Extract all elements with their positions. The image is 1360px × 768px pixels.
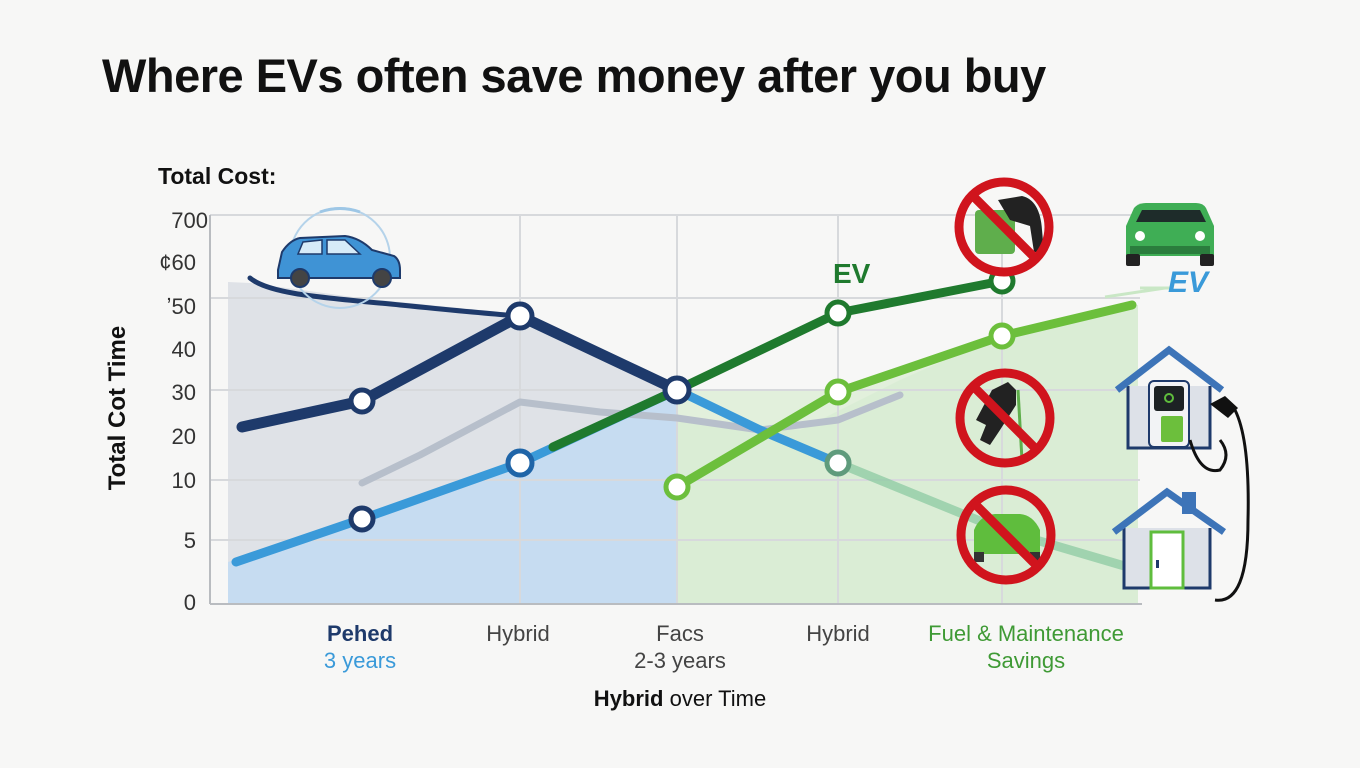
y-tick: ʼ50 xyxy=(166,294,196,319)
y-tick: 700 xyxy=(171,208,208,233)
house-charger-icon xyxy=(1114,345,1250,602)
ev-annotation-blue: EV xyxy=(1168,266,1209,299)
gas-total-line xyxy=(236,310,683,433)
y-tick: 10 xyxy=(171,468,196,493)
x-axis-title: Hybrid over Time xyxy=(593,686,767,711)
ev-light-line xyxy=(672,300,1137,492)
blue-car-icon xyxy=(277,207,401,309)
no-fuel-pump-icon xyxy=(954,177,1054,277)
page-title: Where EVs often save money after you buy xyxy=(102,49,1046,102)
y-tick: 40 xyxy=(171,337,196,362)
x-label-3: Facs 2-3 years xyxy=(634,621,726,673)
x-label-2: Hybrid xyxy=(486,621,550,646)
house-icon xyxy=(1111,487,1227,590)
green-ev-car-icon xyxy=(1104,203,1214,299)
x-label-5: Fuel & Maintenance Savings xyxy=(928,621,1124,673)
ev-dark-line xyxy=(548,276,1007,452)
hybrid-gray-line xyxy=(358,391,904,487)
ev-annotation-green: EV xyxy=(833,258,871,289)
x-label-4: Hybrid xyxy=(806,621,870,646)
gas-upper-line xyxy=(247,275,523,319)
no-car-icon xyxy=(956,485,1056,585)
y-tick: ¢60 xyxy=(159,250,196,275)
x-label-1: Pehed 3 years xyxy=(323,621,397,673)
y-tick: 5 xyxy=(183,528,196,553)
y-tick: 20 xyxy=(171,424,196,449)
chart-subtitle: Total Cost: xyxy=(158,163,277,189)
y-tick: 30 xyxy=(171,380,196,405)
no-gas-nozzle-icon xyxy=(955,368,1055,468)
y-tick: 0 xyxy=(183,590,196,615)
